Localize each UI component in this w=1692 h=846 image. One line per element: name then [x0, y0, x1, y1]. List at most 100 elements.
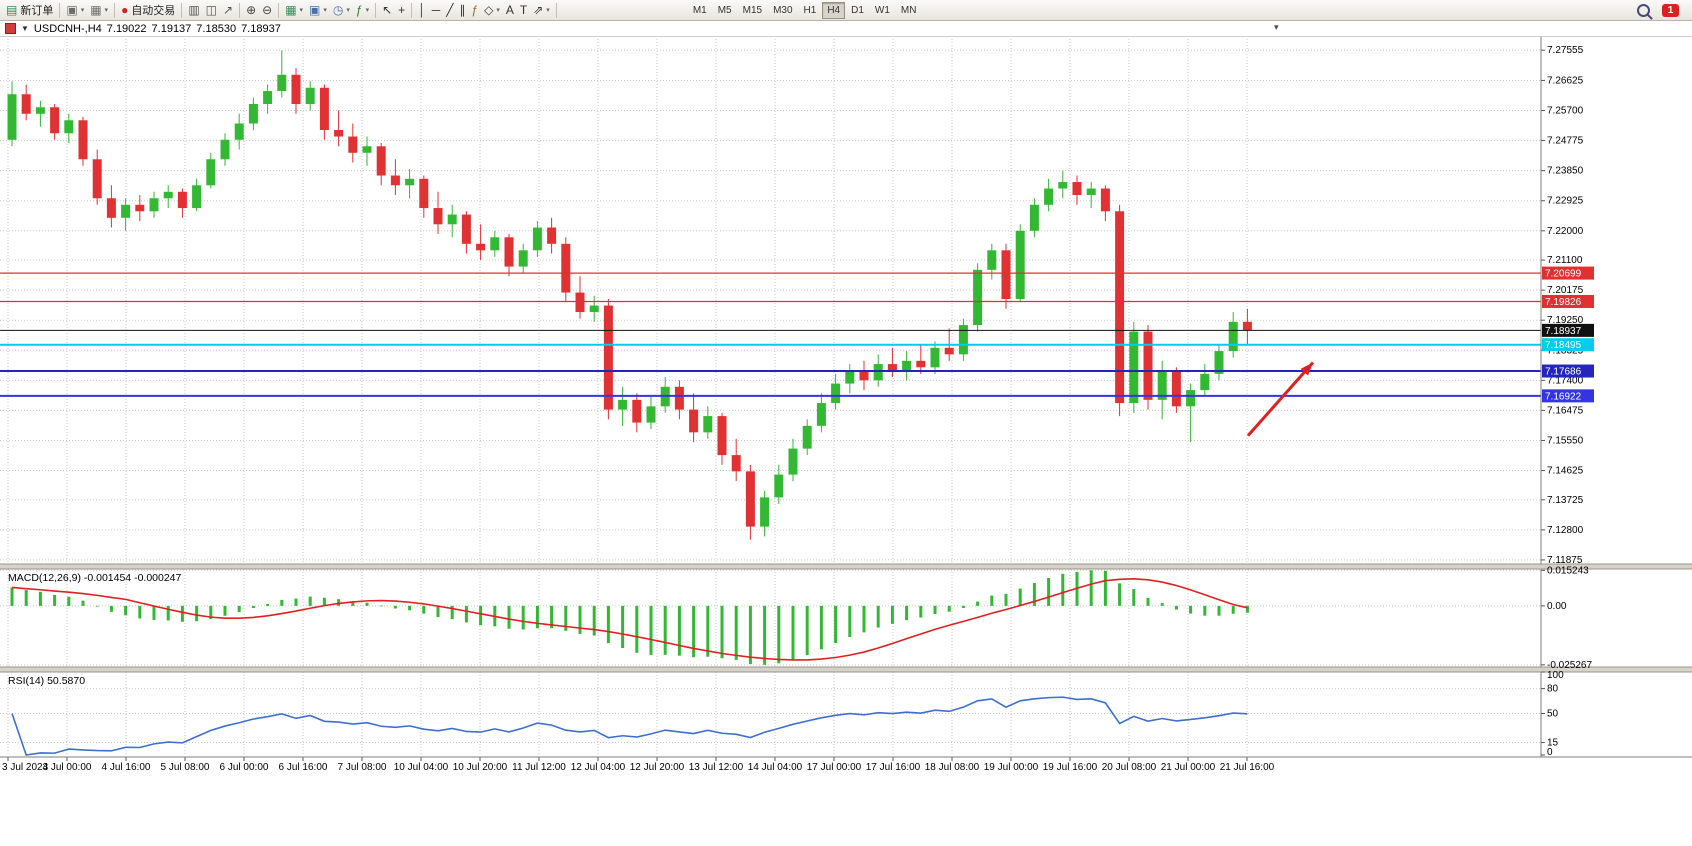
macd-histogram-bar	[1160, 603, 1164, 606]
candle-body	[518, 250, 528, 267]
auto-arrange-button[interactable]: ▦ ▾	[282, 2, 306, 19]
shapes-tool-dropdown-icon[interactable]: ▾	[496, 7, 500, 14]
price-axis-label: 7.16475	[1547, 405, 1584, 416]
chart-window-header: ▼ USDCNH-,H4 7.19022 7.19137 7.18530 7.1…	[0, 21, 1692, 37]
tile-windows-dropdown-icon[interactable]: ▾	[323, 7, 327, 14]
profiles-button[interactable]: ▣ ▾	[63, 2, 87, 19]
splitter-2[interactable]	[0, 667, 1692, 672]
rsi-panel: 100 80 50 150 RSI(14) 50.5870	[0, 670, 1564, 758]
macd-histogram-bar	[834, 605, 838, 644]
price-axis-label: 7.23850	[1547, 166, 1584, 177]
candle-body	[419, 178, 429, 209]
channel-tool-button[interactable]: ∥	[456, 2, 468, 19]
arrows-tool-button[interactable]: ⇗ ▾	[530, 2, 553, 19]
splitter-1[interactable]	[0, 564, 1692, 569]
vertical-line-tool-icon: │	[418, 3, 426, 17]
chart-symbol-icon	[5, 23, 16, 34]
auto-arrange-dropdown-icon[interactable]: ▾	[299, 7, 304, 14]
rsi-axis-label: 100	[1547, 670, 1564, 681]
support-line-blue-lower-price-tag-label: 7.16922	[1545, 391, 1582, 402]
timeframe-w1-button[interactable]: W1	[874, 4, 890, 16]
crosshair-button[interactable]: +	[395, 2, 408, 19]
candle-body	[774, 474, 784, 498]
period-selector-dropdown-icon[interactable]: ▾	[346, 7, 350, 14]
trendline-tool-button[interactable]: ╱	[443, 2, 456, 19]
price-axis-label: 7.24775	[1547, 136, 1584, 147]
macd-histogram-bar	[365, 602, 369, 606]
macd-histogram-bar	[379, 605, 383, 607]
date-axis-label: 18 Jul 08:00	[925, 762, 980, 773]
macd-histogram-bar	[905, 605, 909, 621]
tile-windows-button[interactable]: ▣ ▾	[306, 2, 330, 19]
timeframe-m15-button[interactable]: M15	[742, 4, 763, 16]
red-trend-arrow[interactable]	[1246, 361, 1315, 437]
timeframe-h1-button[interactable]: H1	[803, 4, 817, 16]
timeframe-m1-button[interactable]: M1	[692, 4, 707, 16]
macd-histogram-bar	[124, 605, 128, 616]
symbol-dropdown-icon[interactable]: ▼	[21, 24, 29, 33]
shapes-tool-button[interactable]: ◇ ▾	[481, 2, 503, 19]
arrow-shaft[interactable]	[1246, 361, 1315, 437]
candle-body	[646, 406, 656, 423]
candle-body	[291, 74, 301, 105]
date-axis-label: 4 Jul 00:00	[43, 762, 92, 773]
arrows-tool-dropdown-icon[interactable]: ▾	[546, 7, 550, 14]
profiles-dropdown-icon[interactable]: ▾	[80, 7, 85, 14]
timeframe-d1-button[interactable]: D1	[851, 4, 864, 16]
candle-body	[1200, 373, 1210, 391]
charts-profile-button[interactable]: ▦ ▾	[87, 2, 111, 19]
indicators-list-dropdown-icon[interactable]: ▾	[365, 7, 370, 14]
arrow-head	[1300, 362, 1313, 376]
macd-histogram-bar	[436, 605, 440, 618]
search-icon[interactable]	[1637, 3, 1650, 17]
date-axis-label: 17 Jul 16:00	[866, 762, 921, 773]
indicators-list-button[interactable]: ƒ ▾	[353, 2, 372, 19]
text-tool-button[interactable]: A	[503, 2, 517, 19]
price-axis[interactable]: 7.27555 7.26625 7.25700 7.24775 7.23850 7.229…	[1540, 37, 1594, 757]
candle-body	[547, 227, 557, 244]
chart-shift-marker[interactable]: ▾	[1274, 22, 1279, 32]
cursor-button[interactable]: ↖	[379, 2, 395, 19]
candle-body	[618, 399, 628, 410]
macd-axis-label: 0.015243	[1547, 565, 1589, 576]
timeframe-mn-button[interactable]: MN	[900, 4, 917, 16]
date-axis-label: 14 Jul 04:00	[748, 762, 803, 773]
new-order-icon: ▤	[6, 3, 18, 17]
bar-chart-button[interactable]: ▥	[185, 2, 202, 19]
zoom-in-button[interactable]: ⊕	[243, 2, 259, 19]
channel-tool-icon: ∥	[459, 3, 466, 17]
text-label-tool-button[interactable]: T	[517, 2, 530, 19]
macd-histogram-bar	[1231, 605, 1235, 614]
zoom-out-button[interactable]: ⊖	[259, 2, 275, 19]
macd-histogram-bar	[748, 605, 752, 665]
macd-histogram-bar	[635, 605, 639, 653]
vertical-line-tool-button[interactable]: │	[415, 2, 429, 19]
rsi-panel-title: RSI(14) 50.5870	[8, 675, 85, 687]
macd-histogram-bar	[1132, 589, 1136, 606]
timeframe-m30-button[interactable]: M30	[773, 4, 793, 16]
auto-trading-button[interactable]: ● 自动交易	[118, 2, 178, 19]
date-axis-label: 3 Jul 2023	[2, 762, 49, 773]
line-chart-button[interactable]: ↗	[220, 2, 236, 19]
macd-histogram-bar	[237, 605, 241, 613]
toolbar-separator	[181, 2, 183, 18]
trendline-tool-icon: ╱	[446, 3, 454, 17]
resistance-line-lower-price-tag-label: 7.19826	[1545, 297, 1582, 308]
fibonacci-tool-button[interactable]: ƒ	[468, 2, 481, 19]
price-axis-label: 7.20175	[1547, 285, 1584, 296]
candle-body	[902, 360, 912, 371]
candle-body	[717, 416, 727, 456]
timeframe-m5-button[interactable]: M5	[717, 4, 732, 16]
auto-trading-icon: ●	[121, 3, 129, 17]
timeframe-h4-button[interactable]: H4	[822, 1, 846, 19]
period-selector-button[interactable]: ◷ ▾	[330, 2, 353, 19]
notification-badge[interactable]: 1	[1662, 3, 1679, 17]
horizontal-line-tool-button[interactable]: ─	[429, 2, 444, 19]
macd-histogram-bar	[663, 605, 667, 655]
new-order-button[interactable]: ▤ 新订单	[3, 2, 56, 19]
candlestick-chart-button[interactable]: ◫	[203, 2, 220, 19]
date-axis-label: 6 Jul 00:00	[220, 762, 269, 773]
price-axis-label: 7.15550	[1547, 435, 1584, 446]
charts-profile-dropdown-icon[interactable]: ▾	[104, 7, 109, 14]
